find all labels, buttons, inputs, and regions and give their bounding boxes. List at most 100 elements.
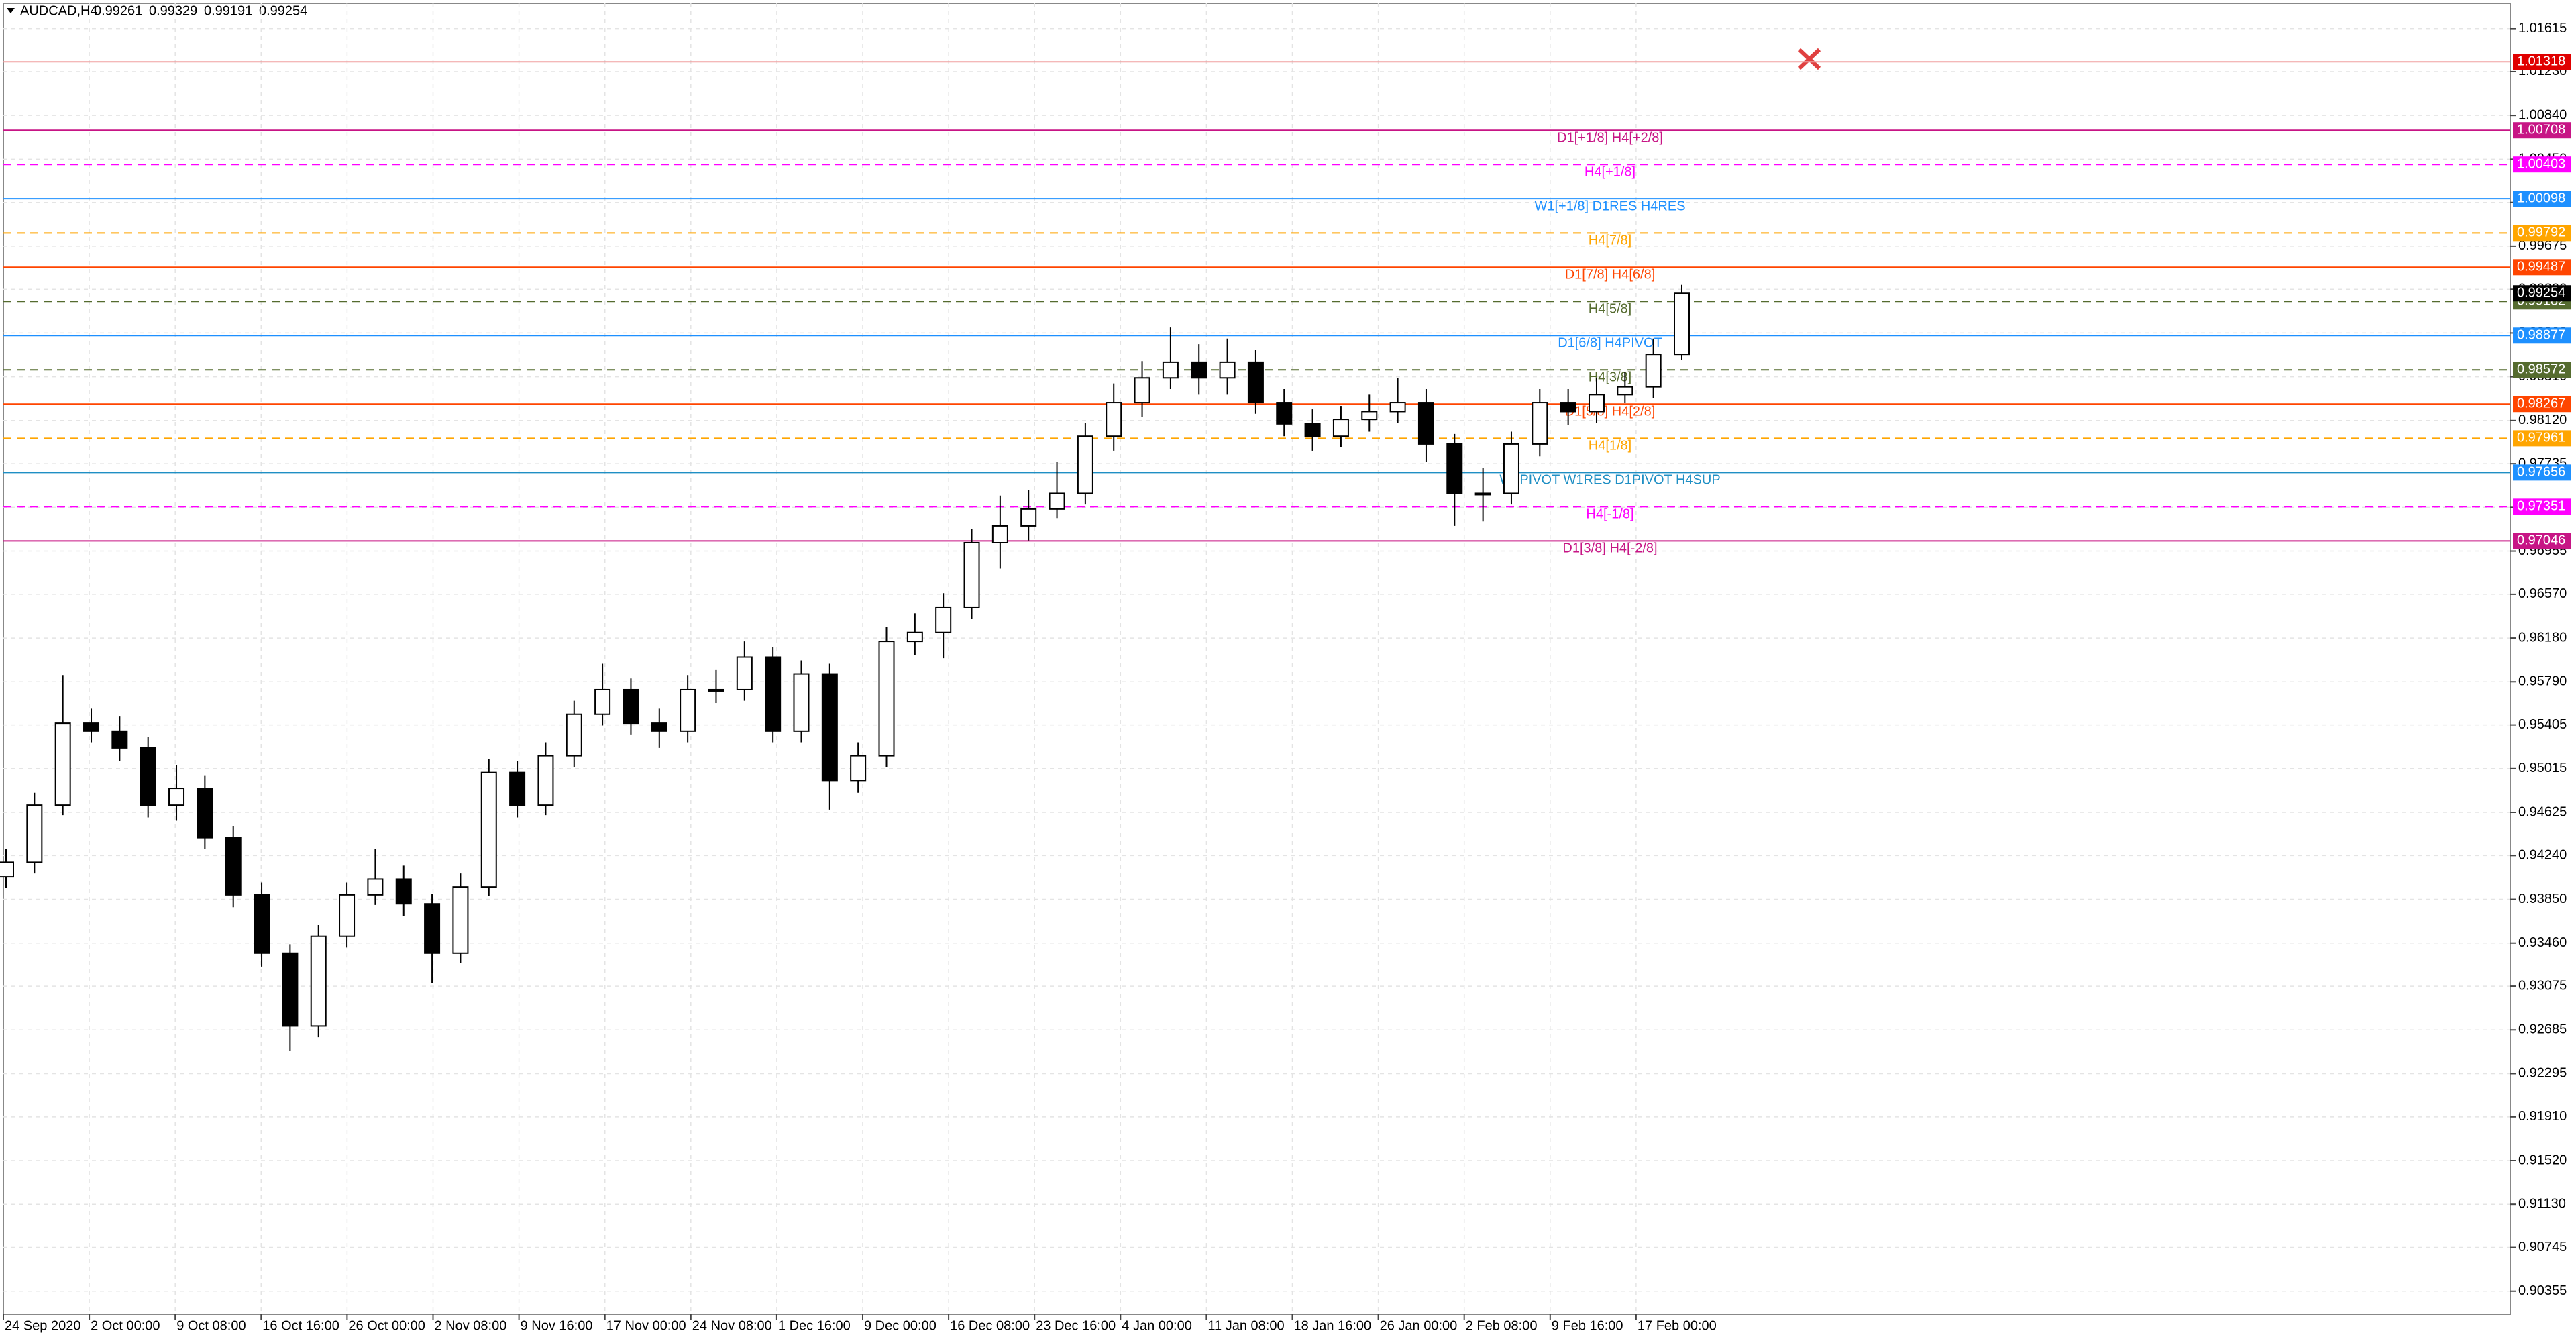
candle-body	[793, 673, 810, 732]
candle-body	[168, 788, 185, 806]
price-box-label: 0.97046	[2517, 533, 2565, 548]
x-tick-label: 9 Oct 08:00	[176, 1318, 246, 1333]
candle-body	[1219, 361, 1236, 379]
x-tick-label: 2 Feb 08:00	[1466, 1318, 1538, 1333]
level-label: H4[7/8]	[1589, 233, 1631, 248]
candle-body	[821, 673, 838, 782]
x-tick-label: 9 Dec 00:00	[864, 1318, 936, 1333]
candle-body	[1162, 361, 1179, 379]
price-box-label: 0.99487	[2517, 260, 2565, 274]
y-tick-label: 0.96570	[2518, 586, 2567, 601]
candle-body	[197, 788, 213, 839]
y-tick-label: 0.95015	[2518, 761, 2567, 775]
candle-body	[935, 606, 952, 633]
y-tick-label: 0.91130	[2518, 1196, 2566, 1211]
y-tick-label: 1.01615	[2518, 21, 2567, 36]
candle-body	[963, 541, 980, 608]
x-tick-label: 9 Nov 16:00	[521, 1318, 593, 1333]
level-label: W1[+1/8] D1RES H4RES	[1534, 199, 1685, 213]
y-tick-label: 0.95790	[2518, 674, 2567, 689]
x-tick-label: 26 Jan 00:00	[1380, 1318, 1458, 1333]
candle-body	[480, 771, 497, 888]
level-label: D1[6/8] H4PIVOT	[1558, 336, 1662, 351]
price-box	[2513, 156, 2571, 173]
candle-body	[878, 641, 895, 757]
candle-body	[1560, 402, 1576, 413]
y-tick-label: 0.93075	[2518, 978, 2567, 993]
x-tick-label: 18 Jan 16:00	[1294, 1318, 1372, 1333]
candle-body	[850, 755, 867, 782]
candle-body	[1361, 411, 1378, 421]
y-tick-label: 0.92295	[2518, 1066, 2567, 1081]
open-value: 0.99261	[94, 3, 142, 18]
price-box	[2513, 122, 2571, 139]
candle-body	[367, 878, 384, 896]
x-tick-label: 16 Oct 16:00	[262, 1318, 339, 1333]
price-box-label: 1.00708	[2517, 122, 2565, 137]
x-tick-label: 2 Oct 00:00	[91, 1318, 160, 1333]
y-tick-label: 0.95405	[2518, 717, 2567, 732]
candle-body	[1304, 423, 1321, 437]
price-box	[2513, 498, 2571, 515]
level-label: H4[3/8]	[1589, 370, 1631, 385]
y-tick-label: 0.90355	[2518, 1283, 2567, 1298]
price-box-label: 0.97351	[2517, 499, 2565, 514]
price-box-label: 1.01318	[2517, 54, 2565, 69]
y-tick-label: 0.94240	[2518, 848, 2567, 863]
candle-body	[254, 894, 270, 954]
candle-body	[1674, 292, 1690, 356]
current-price-box	[2513, 285, 2571, 302]
candle-body	[1503, 443, 1519, 494]
price-box-label: 0.98877	[2517, 328, 2565, 343]
candle-body	[1106, 402, 1122, 437]
candle-body	[424, 903, 441, 954]
candle-body	[736, 656, 753, 690]
candle-body	[1588, 394, 1605, 413]
candle-body	[1077, 435, 1093, 494]
price-box	[2513, 54, 2571, 70]
candle-body	[1332, 419, 1349, 437]
candle-body	[765, 656, 782, 732]
y-tick-label: 0.93460	[2518, 935, 2567, 950]
symbol: AUDCAD,H4	[20, 3, 98, 18]
level-label: D1[+1/8] H4[+2/8]	[1557, 130, 1663, 145]
x-tick-label: 24 Nov 08:00	[692, 1318, 772, 1333]
candle-body	[651, 722, 667, 732]
candle-body	[1474, 492, 1491, 496]
price-box-label: 0.98572	[2517, 362, 2565, 377]
candle-body	[111, 730, 128, 749]
plot-frame	[3, 3, 2511, 1315]
candle-body	[1645, 354, 1662, 388]
price-box	[2513, 396, 2571, 413]
y-tick-label: 0.93850	[2518, 892, 2567, 906]
x-tick-label: 9 Feb 16:00	[1552, 1318, 1623, 1333]
candle-body	[1446, 443, 1463, 494]
price-box-label: 0.97656	[2517, 465, 2565, 480]
candle-body	[1247, 361, 1264, 404]
level-label: H4[5/8]	[1589, 302, 1631, 317]
candle-body	[566, 713, 582, 757]
candle-body	[1020, 508, 1037, 527]
low-value: 0.99191	[204, 3, 252, 18]
price-box	[2513, 259, 2571, 276]
header: AUDCAD,H4 0.99261 0.99329 0.99191 0.9925…	[7, 3, 307, 18]
y-tick-label: 0.98120	[2518, 413, 2567, 427]
level-label: W1PIVOT W1RES D1PIVOT H4SUP	[1499, 473, 1720, 488]
x-tick-label: 23 Dec 16:00	[1036, 1318, 1116, 1333]
y-tick-label: 0.90745	[2518, 1240, 2567, 1254]
alert-cross	[1797, 48, 1821, 70]
candle-body	[509, 771, 526, 806]
x-tick-label: 16 Dec 08:00	[950, 1318, 1030, 1333]
x-tick-label: 1 Dec 16:00	[778, 1318, 851, 1333]
price-box	[2513, 464, 2571, 481]
candle-body	[537, 755, 554, 806]
candle-body	[26, 804, 43, 863]
candle-body	[1417, 402, 1434, 445]
candle-body	[225, 837, 241, 896]
y-tick-label: 1.00840	[2518, 107, 2567, 122]
y-tick-label: 0.96180	[2518, 630, 2567, 645]
y-tick-label: 0.92685	[2518, 1022, 2567, 1037]
current-price-label: 0.99254	[2517, 286, 2565, 301]
